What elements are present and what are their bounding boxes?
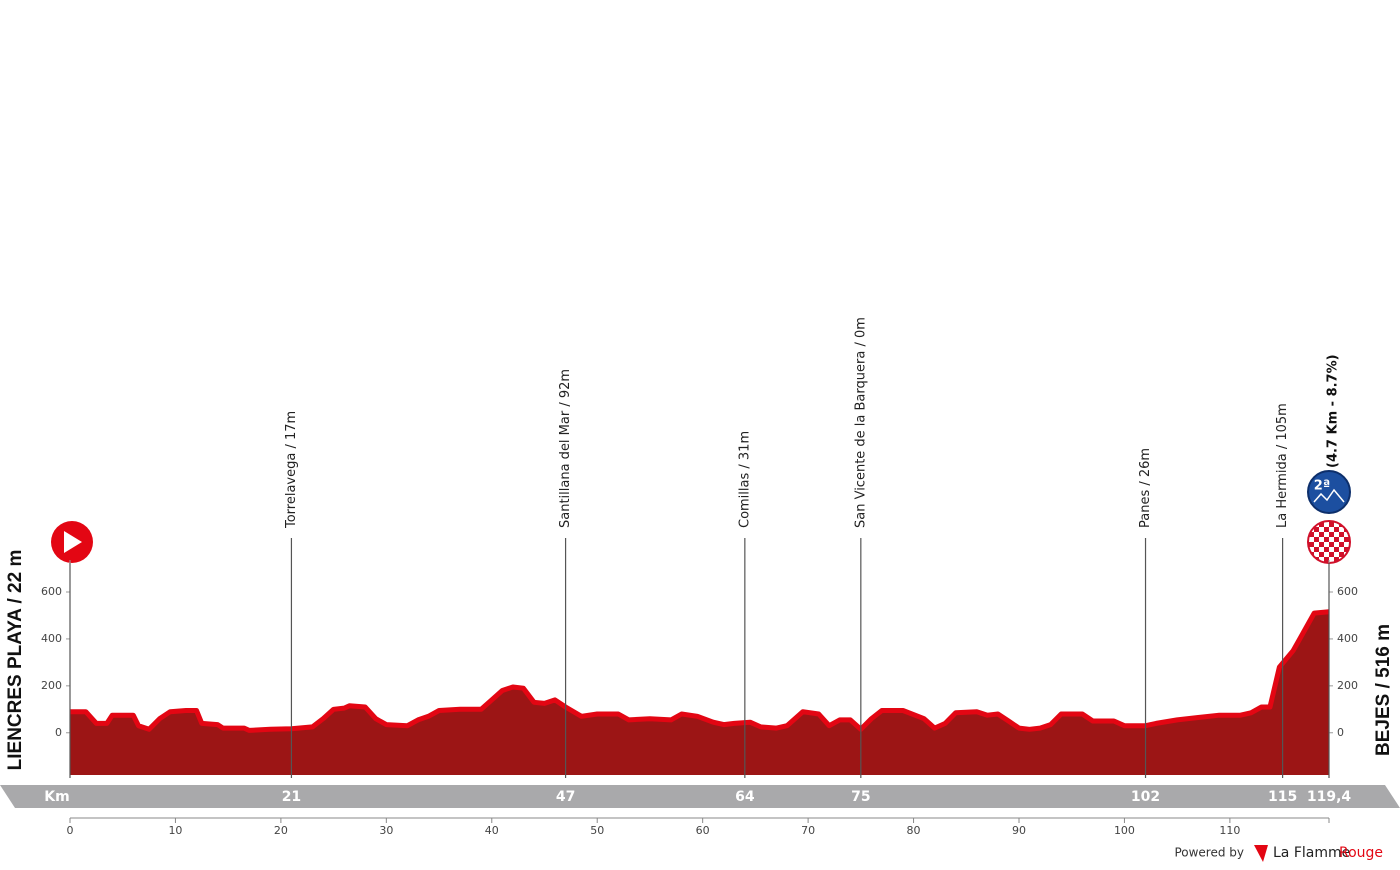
- finish-icon: [1307, 520, 1351, 564]
- start-label: LIENCRES PLAYA / 22 m: [5, 550, 26, 771]
- waypoint-label: Comillas / 31m: [737, 431, 752, 528]
- x-tick-label: 10: [168, 824, 182, 837]
- climb-text: (4.7 Km - 8.7%): [1326, 354, 1341, 468]
- y-tick-label: 0: [55, 726, 62, 739]
- start-icon: [51, 521, 93, 563]
- y-tick-label: 200: [41, 679, 62, 692]
- waypoint-km: 115: [1268, 789, 1297, 805]
- x-tick-label: 90: [1012, 824, 1026, 837]
- y-tick-label: 400: [41, 632, 62, 645]
- x-tick-label: 20: [274, 824, 288, 837]
- x-tick-label: 40: [485, 824, 499, 837]
- y-tick-label: 0: [1337, 726, 1344, 739]
- km-label: Km: [44, 789, 69, 805]
- x-tick-label: 0: [67, 824, 74, 837]
- waypoint-km: 64: [735, 789, 755, 805]
- waypoint-label: Santillana del Mar / 92m: [558, 369, 573, 528]
- y-tick-label: 400: [1337, 632, 1358, 645]
- y-tick-label: 200: [1337, 679, 1358, 692]
- x-tick-label: 30: [379, 824, 393, 837]
- finish-label: BEJES / 516 m: [1373, 624, 1394, 756]
- waypoint-label: Panes / 26m: [1138, 448, 1153, 528]
- powered-by: Powered by: [1174, 846, 1244, 860]
- profile-fill: [70, 611, 1329, 775]
- brand-a: La Flamme: [1273, 845, 1350, 861]
- x-tick-label: 110: [1219, 824, 1240, 837]
- waypoint-label: San Vicente de la Barquera / 0m: [853, 317, 868, 528]
- finish-km: 119,4: [1307, 789, 1352, 805]
- km-bar: [0, 785, 1400, 808]
- y-tick-label: 600: [41, 585, 62, 598]
- waypoint-label: Torrelavega / 17m: [284, 411, 299, 529]
- x-tick-label: 70: [801, 824, 815, 837]
- x-tick-label: 60: [696, 824, 710, 837]
- brand-b: Rouge: [1339, 845, 1383, 861]
- waypoint-km: 21: [282, 789, 301, 805]
- waypoint-label: La Hermida / 105m: [1275, 403, 1290, 528]
- climb-category: 2ª: [1314, 479, 1330, 494]
- climb-icon: 2ª: [1307, 470, 1351, 514]
- profile-line: [70, 609, 1330, 733]
- x-tick-label: 100: [1114, 824, 1135, 837]
- brand-logo: [1254, 845, 1268, 862]
- x-tick-label: 50: [590, 824, 604, 837]
- waypoint-km: 47: [556, 789, 575, 805]
- x-tick-label: 80: [907, 824, 921, 837]
- y-tick-label: 600: [1337, 585, 1358, 598]
- waypoint-km: 102: [1131, 789, 1160, 805]
- waypoint-km: 75: [851, 789, 870, 805]
